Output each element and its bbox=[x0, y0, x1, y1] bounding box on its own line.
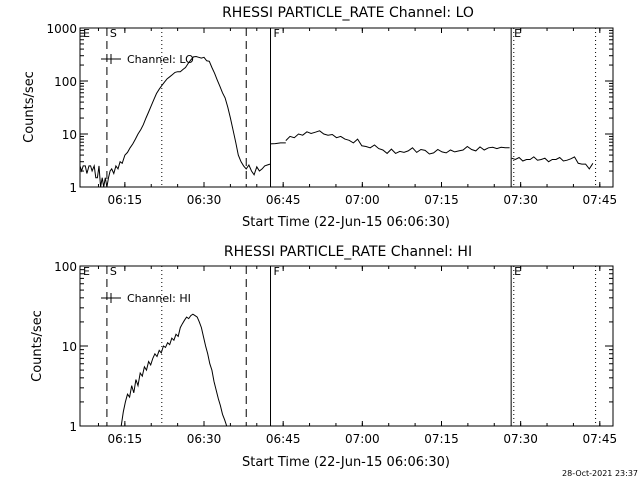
hi-y-tick-label-0: 1 bbox=[69, 420, 77, 434]
hi-x-tick-label-0: 06:15 bbox=[108, 432, 143, 446]
hi-rate-line bbox=[120, 313, 228, 427]
lo-legend-label: Channel: LO bbox=[127, 53, 194, 66]
hi-tick-labels: 06:15 06:30 06:45 07:00 07:15 07:30 07:45 1 10 10… bbox=[54, 260, 617, 446]
lo-x-tick-label-0: 06:15 bbox=[108, 193, 143, 207]
hi-x-tick-label-2: 06:45 bbox=[266, 432, 301, 446]
hi-y-tick-label-2: 100 bbox=[54, 260, 77, 274]
lo-x-tick-label-5: 07:30 bbox=[503, 193, 538, 207]
hi-x-tick-label-3: 07:00 bbox=[345, 432, 380, 446]
lo-y-tick-label-1: 10 bbox=[62, 128, 77, 142]
hi-legend-label: Channel: HI bbox=[127, 292, 191, 305]
hi-marker-label-4: F bbox=[274, 265, 280, 278]
hi-chart: RHESSI PARTICLE_RATE Channel: HI E S F E 06… bbox=[30, 244, 617, 470]
lo-y-axis-label: Counts/sec bbox=[22, 71, 37, 143]
lo-marker-label-1: S bbox=[110, 27, 117, 40]
lo-plot-frame bbox=[79, 27, 614, 188]
hi-marker-label-0: E bbox=[83, 265, 90, 278]
lo-x-tick-label-2: 06:45 bbox=[266, 193, 301, 207]
lo-x-tick-label-4: 07:15 bbox=[424, 193, 459, 207]
hi-y-axis-label: Counts/sec bbox=[30, 310, 45, 382]
hi-chart-title: RHESSI PARTICLE_RATE Channel: HI bbox=[224, 244, 472, 260]
footer-timestamp: 28-Oct-2021 23:37 bbox=[562, 469, 638, 478]
lo-x-tick-label-3: 07:00 bbox=[345, 193, 380, 207]
lo-chart: RHESSI PARTICLE_RATE Channel: LO E S F E 06… bbox=[22, 5, 617, 230]
lo-marker-label-4: F bbox=[274, 27, 280, 40]
lo-tick-labels: 06:15 06:30 06:45 07:00 07:15 07:30 07:45 1 10 10… bbox=[46, 22, 617, 207]
hi-x-tick-label-4: 07:15 bbox=[424, 432, 459, 446]
lo-marker-label-5: E bbox=[514, 27, 521, 40]
lo-y-tick-label-0: 1 bbox=[69, 181, 77, 195]
hi-x-tick-label-6: 07:45 bbox=[583, 432, 618, 446]
lo-x-tick-label-6: 07:45 bbox=[583, 193, 618, 207]
lo-marker-label-0: E bbox=[83, 27, 90, 40]
lo-y-tick-label-3: 1000 bbox=[46, 22, 77, 36]
lo-axis-ticks bbox=[80, 27, 613, 188]
hi-marker-label-1: S bbox=[110, 265, 117, 278]
lo-chart-title: RHESSI PARTICLE_RATE Channel: LO bbox=[222, 5, 474, 21]
hi-axis-ticks bbox=[80, 265, 613, 427]
hi-plot-frame bbox=[79, 265, 614, 427]
hi-x-tick-label-1: 06:30 bbox=[187, 432, 222, 446]
lo-y-tick-label-2: 100 bbox=[54, 75, 77, 89]
hi-legend: Channel: HI bbox=[101, 292, 191, 305]
lo-x-tick-label-1: 06:30 bbox=[187, 193, 222, 207]
hi-x-tick-label-5: 07:30 bbox=[503, 432, 538, 446]
lo-x-axis-label: Start Time (22-Jun-15 06:06:30) bbox=[242, 215, 450, 230]
lo-rate-line bbox=[79, 55, 594, 188]
hi-x-axis-label: Start Time (22-Jun-15 06:06:30) bbox=[242, 455, 450, 470]
hi-marker-label-5: E bbox=[514, 265, 521, 278]
hi-y-tick-label-1: 10 bbox=[62, 340, 77, 354]
lo-legend: Channel: LO bbox=[101, 53, 194, 66]
